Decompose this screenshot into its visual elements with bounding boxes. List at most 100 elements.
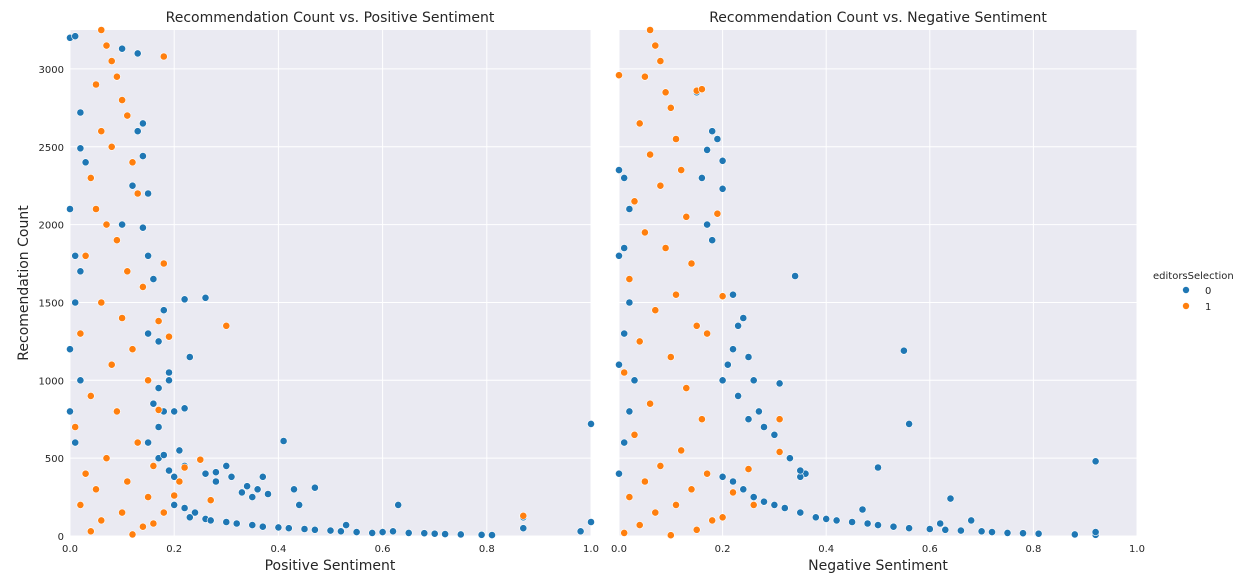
data-point-series-1 xyxy=(692,321,701,330)
data-point-series-0 xyxy=(253,485,262,494)
data-point-series-0 xyxy=(811,513,820,522)
data-point-series-0 xyxy=(708,127,717,136)
data-point-series-0 xyxy=(755,407,763,416)
data-point-series-0 xyxy=(749,376,758,385)
data-point-series-0 xyxy=(295,500,304,509)
data-point-series-0 xyxy=(144,251,152,260)
data-point-series-0 xyxy=(456,530,465,539)
data-point-series-0 xyxy=(863,519,872,528)
data-point-series-1 xyxy=(635,337,644,346)
data-point-series-0 xyxy=(729,290,737,299)
data-point-series-1 xyxy=(656,461,665,470)
data-point-series-1 xyxy=(133,189,142,198)
data-point-series-1 xyxy=(128,345,137,354)
data-point-series-0 xyxy=(941,525,950,534)
data-point-series-0 xyxy=(587,419,595,428)
data-point-series-1 xyxy=(159,508,168,517)
data-point-series-1 xyxy=(718,513,727,522)
data-point-series-0 xyxy=(739,485,748,494)
data-point-series-0 xyxy=(248,521,257,529)
data-point-series-0 xyxy=(284,524,293,533)
data-point-series-0 xyxy=(211,477,220,486)
data-point-series-0 xyxy=(138,152,147,160)
data-point-series-1 xyxy=(81,251,90,260)
data-point-series-1 xyxy=(123,267,132,276)
data-point-series-1 xyxy=(76,500,85,509)
data-point-series-0 xyxy=(71,438,80,447)
data-point-series-1 xyxy=(775,415,784,424)
data-point-series-0 xyxy=(703,145,711,154)
data-point-series-0 xyxy=(201,293,210,302)
data-point-series-1 xyxy=(656,57,665,65)
data-point-series-0 xyxy=(394,500,403,509)
data-point-series-0 xyxy=(185,353,194,361)
data-point-series-1 xyxy=(97,298,106,307)
x-tick-label: 0.4 xyxy=(818,544,834,555)
data-point-series-0 xyxy=(159,451,168,459)
data-point-series-0 xyxy=(760,423,768,431)
data-point-series-1 xyxy=(666,531,675,540)
legend-label-0: 0 xyxy=(1205,286,1211,297)
data-point-series-0 xyxy=(144,438,152,447)
data-point-series-1 xyxy=(641,228,649,237)
data-point-series-0 xyxy=(988,528,996,536)
data-point-series-0 xyxy=(279,437,288,445)
data-point-series-1 xyxy=(641,72,649,81)
data-point-series-1 xyxy=(123,477,132,486)
data-point-series-1 xyxy=(749,500,758,509)
data-point-series-1 xyxy=(666,353,675,361)
scatter-points xyxy=(66,26,595,539)
data-point-series-0 xyxy=(237,488,246,497)
data-point-series-0 xyxy=(154,423,163,431)
data-point-series-1 xyxy=(703,329,711,338)
x-tick-label: 0.0 xyxy=(62,544,78,555)
data-point-series-0 xyxy=(775,379,784,388)
data-point-series-0 xyxy=(170,500,179,509)
data-point-series-0 xyxy=(708,236,717,245)
data-point-series-0 xyxy=(760,497,768,506)
data-point-series-1 xyxy=(687,259,696,268)
data-point-series-1 xyxy=(646,399,654,408)
y-tick-label: 1000 xyxy=(39,376,64,387)
data-point-series-0 xyxy=(946,494,955,503)
data-point-series-0 xyxy=(925,525,934,533)
data-point-series-1 xyxy=(625,493,634,501)
data-point-series-0 xyxy=(378,528,387,536)
data-point-series-0 xyxy=(698,173,706,182)
data-point-series-0 xyxy=(625,298,634,307)
data-point-series-0 xyxy=(76,144,85,153)
data-point-series-0 xyxy=(290,485,298,494)
data-point-series-0 xyxy=(744,353,753,361)
data-point-series-1 xyxy=(86,527,95,536)
data-point-series-0 xyxy=(165,466,173,475)
data-point-series-1 xyxy=(661,244,670,252)
x-tick-label: 0.2 xyxy=(715,544,731,555)
data-point-series-1 xyxy=(149,461,158,470)
data-point-series-1 xyxy=(149,519,158,528)
data-point-series-0 xyxy=(352,528,361,536)
data-point-series-0 xyxy=(1019,529,1027,538)
data-point-series-1 xyxy=(118,508,126,517)
data-point-series-0 xyxy=(858,505,867,514)
data-point-series-0 xyxy=(138,223,147,232)
data-point-series-1 xyxy=(630,197,639,206)
data-point-series-0 xyxy=(128,181,137,190)
data-point-series-1 xyxy=(118,96,126,104)
data-point-series-0 xyxy=(175,446,184,455)
data-point-series-0 xyxy=(300,525,309,533)
data-point-series-0 xyxy=(336,527,345,536)
data-point-series-1 xyxy=(666,103,675,112)
data-point-series-0 xyxy=(154,337,163,346)
data-point-series-0 xyxy=(274,523,283,532)
data-point-series-1 xyxy=(154,405,163,414)
data-point-series-1 xyxy=(107,142,116,151)
data-point-series-1 xyxy=(175,477,184,486)
data-point-series-0 xyxy=(723,360,732,369)
data-point-series-1 xyxy=(646,26,654,34)
data-point-series-1 xyxy=(154,317,163,325)
data-point-series-0 xyxy=(615,166,623,174)
data-point-series-0 xyxy=(615,251,623,260)
data-point-series-1 xyxy=(71,423,80,431)
data-point-series-1 xyxy=(651,41,660,50)
